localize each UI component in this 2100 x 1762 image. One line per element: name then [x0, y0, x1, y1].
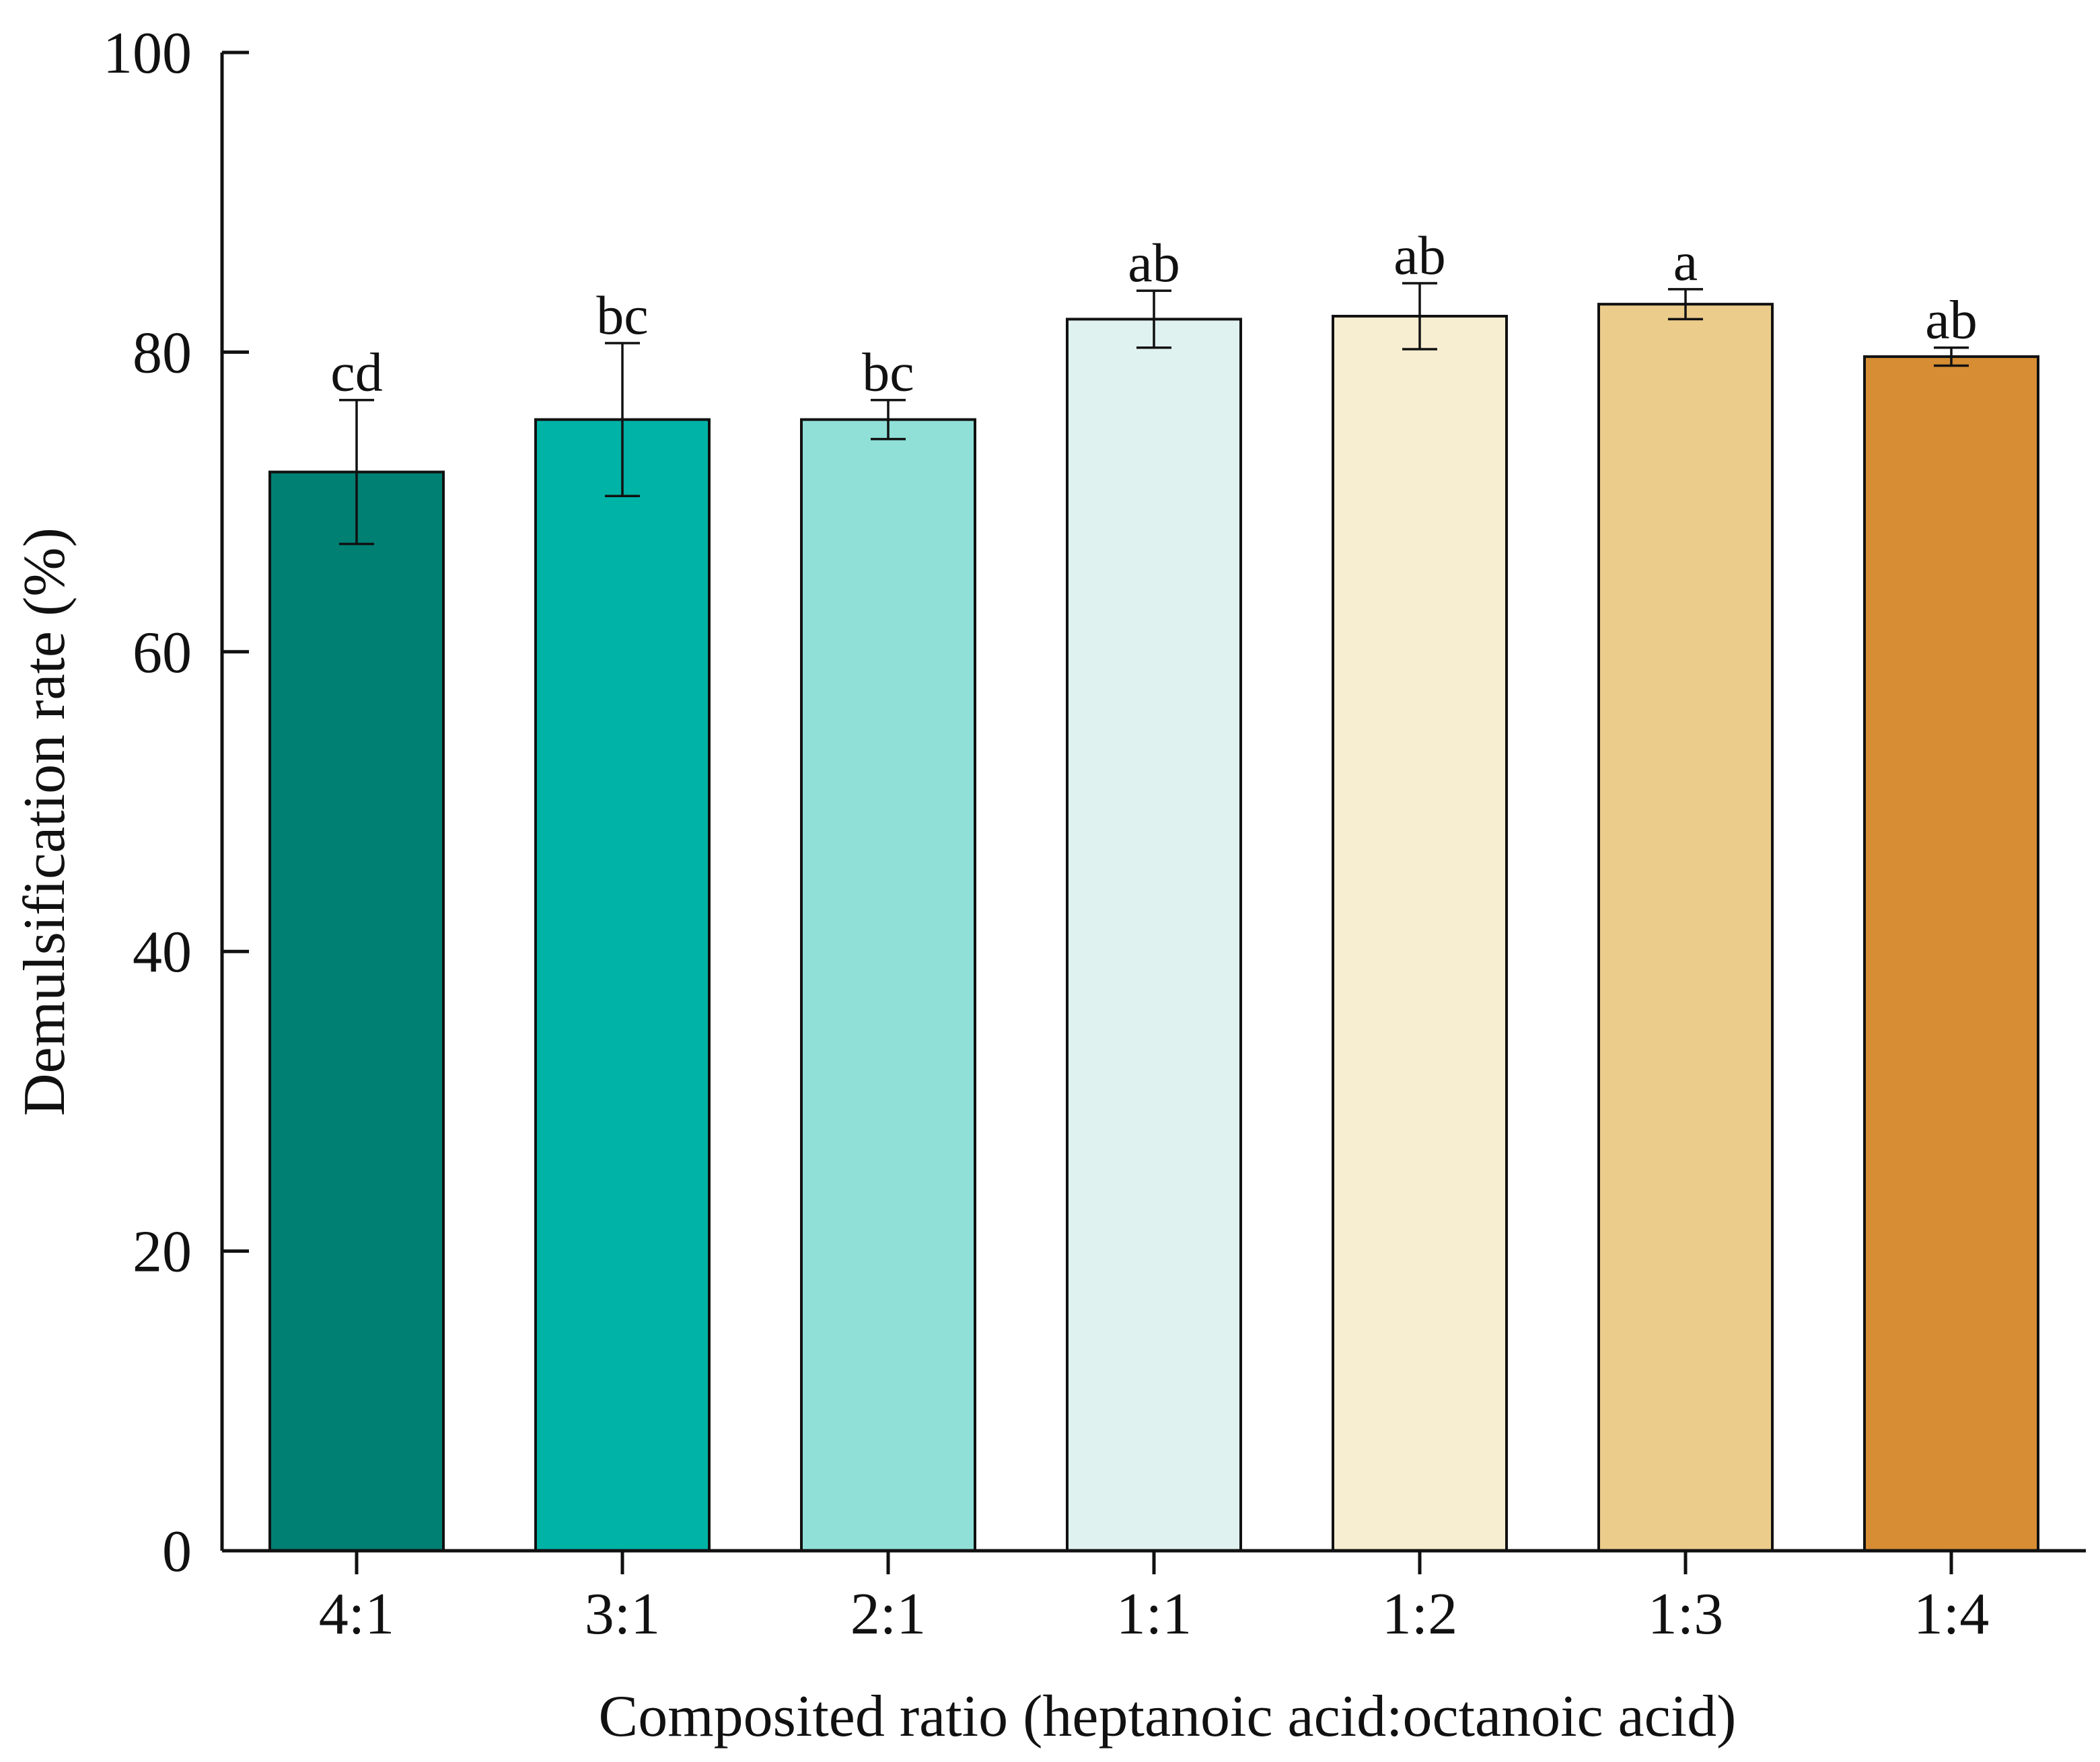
x-axis-title: Composited ratio (heptanoic acid:octanoi… [599, 1684, 1737, 1749]
significance-labels: cd bc bc ab ab a ab [330, 225, 1977, 403]
y-tick-label: 0 [162, 1519, 192, 1584]
y-tick-label: 60 [133, 620, 192, 686]
y-tick-label: 40 [133, 920, 192, 985]
x-tick-label: 2:1 [850, 1582, 926, 1647]
x-tick-label: 1:4 [1914, 1582, 1989, 1647]
y-tick-label: 20 [133, 1220, 192, 1285]
bar [1863, 355, 2039, 1552]
significance-label: bc [596, 285, 648, 346]
significance-label: ab [1925, 289, 1977, 351]
x-tick-label: 3:1 [585, 1582, 660, 1647]
x-tick-label: 1:2 [1382, 1582, 1457, 1647]
y-axis-title: Demulsification rate (%) [12, 527, 77, 1116]
bar [534, 418, 711, 1552]
bar [1332, 314, 1508, 1552]
significance-label: a [1673, 231, 1698, 292]
significance-label: bc [862, 342, 914, 403]
x-ticks: 4:1 3:1 2:1 1:1 1:2 1:3 1:4 [319, 1551, 1989, 1647]
y-tick-label: 100 [103, 21, 192, 86]
y-ticks: 0 20 40 60 80 100 [103, 21, 249, 1584]
bar [800, 418, 976, 1552]
significance-label: cd [330, 342, 382, 403]
y-tick-label: 80 [133, 320, 192, 386]
bar [1597, 303, 1774, 1552]
significance-label: ab [1393, 225, 1445, 286]
bar [268, 470, 445, 1552]
bar [1066, 318, 1242, 1552]
bars-layer [268, 303, 2039, 1552]
x-tick-label: 1:3 [1648, 1582, 1723, 1647]
error-bars-layer [339, 282, 1969, 546]
significance-label: ab [1128, 232, 1180, 293]
x-tick-label: 4:1 [319, 1582, 394, 1647]
x-tick-label: 1:1 [1116, 1582, 1192, 1647]
